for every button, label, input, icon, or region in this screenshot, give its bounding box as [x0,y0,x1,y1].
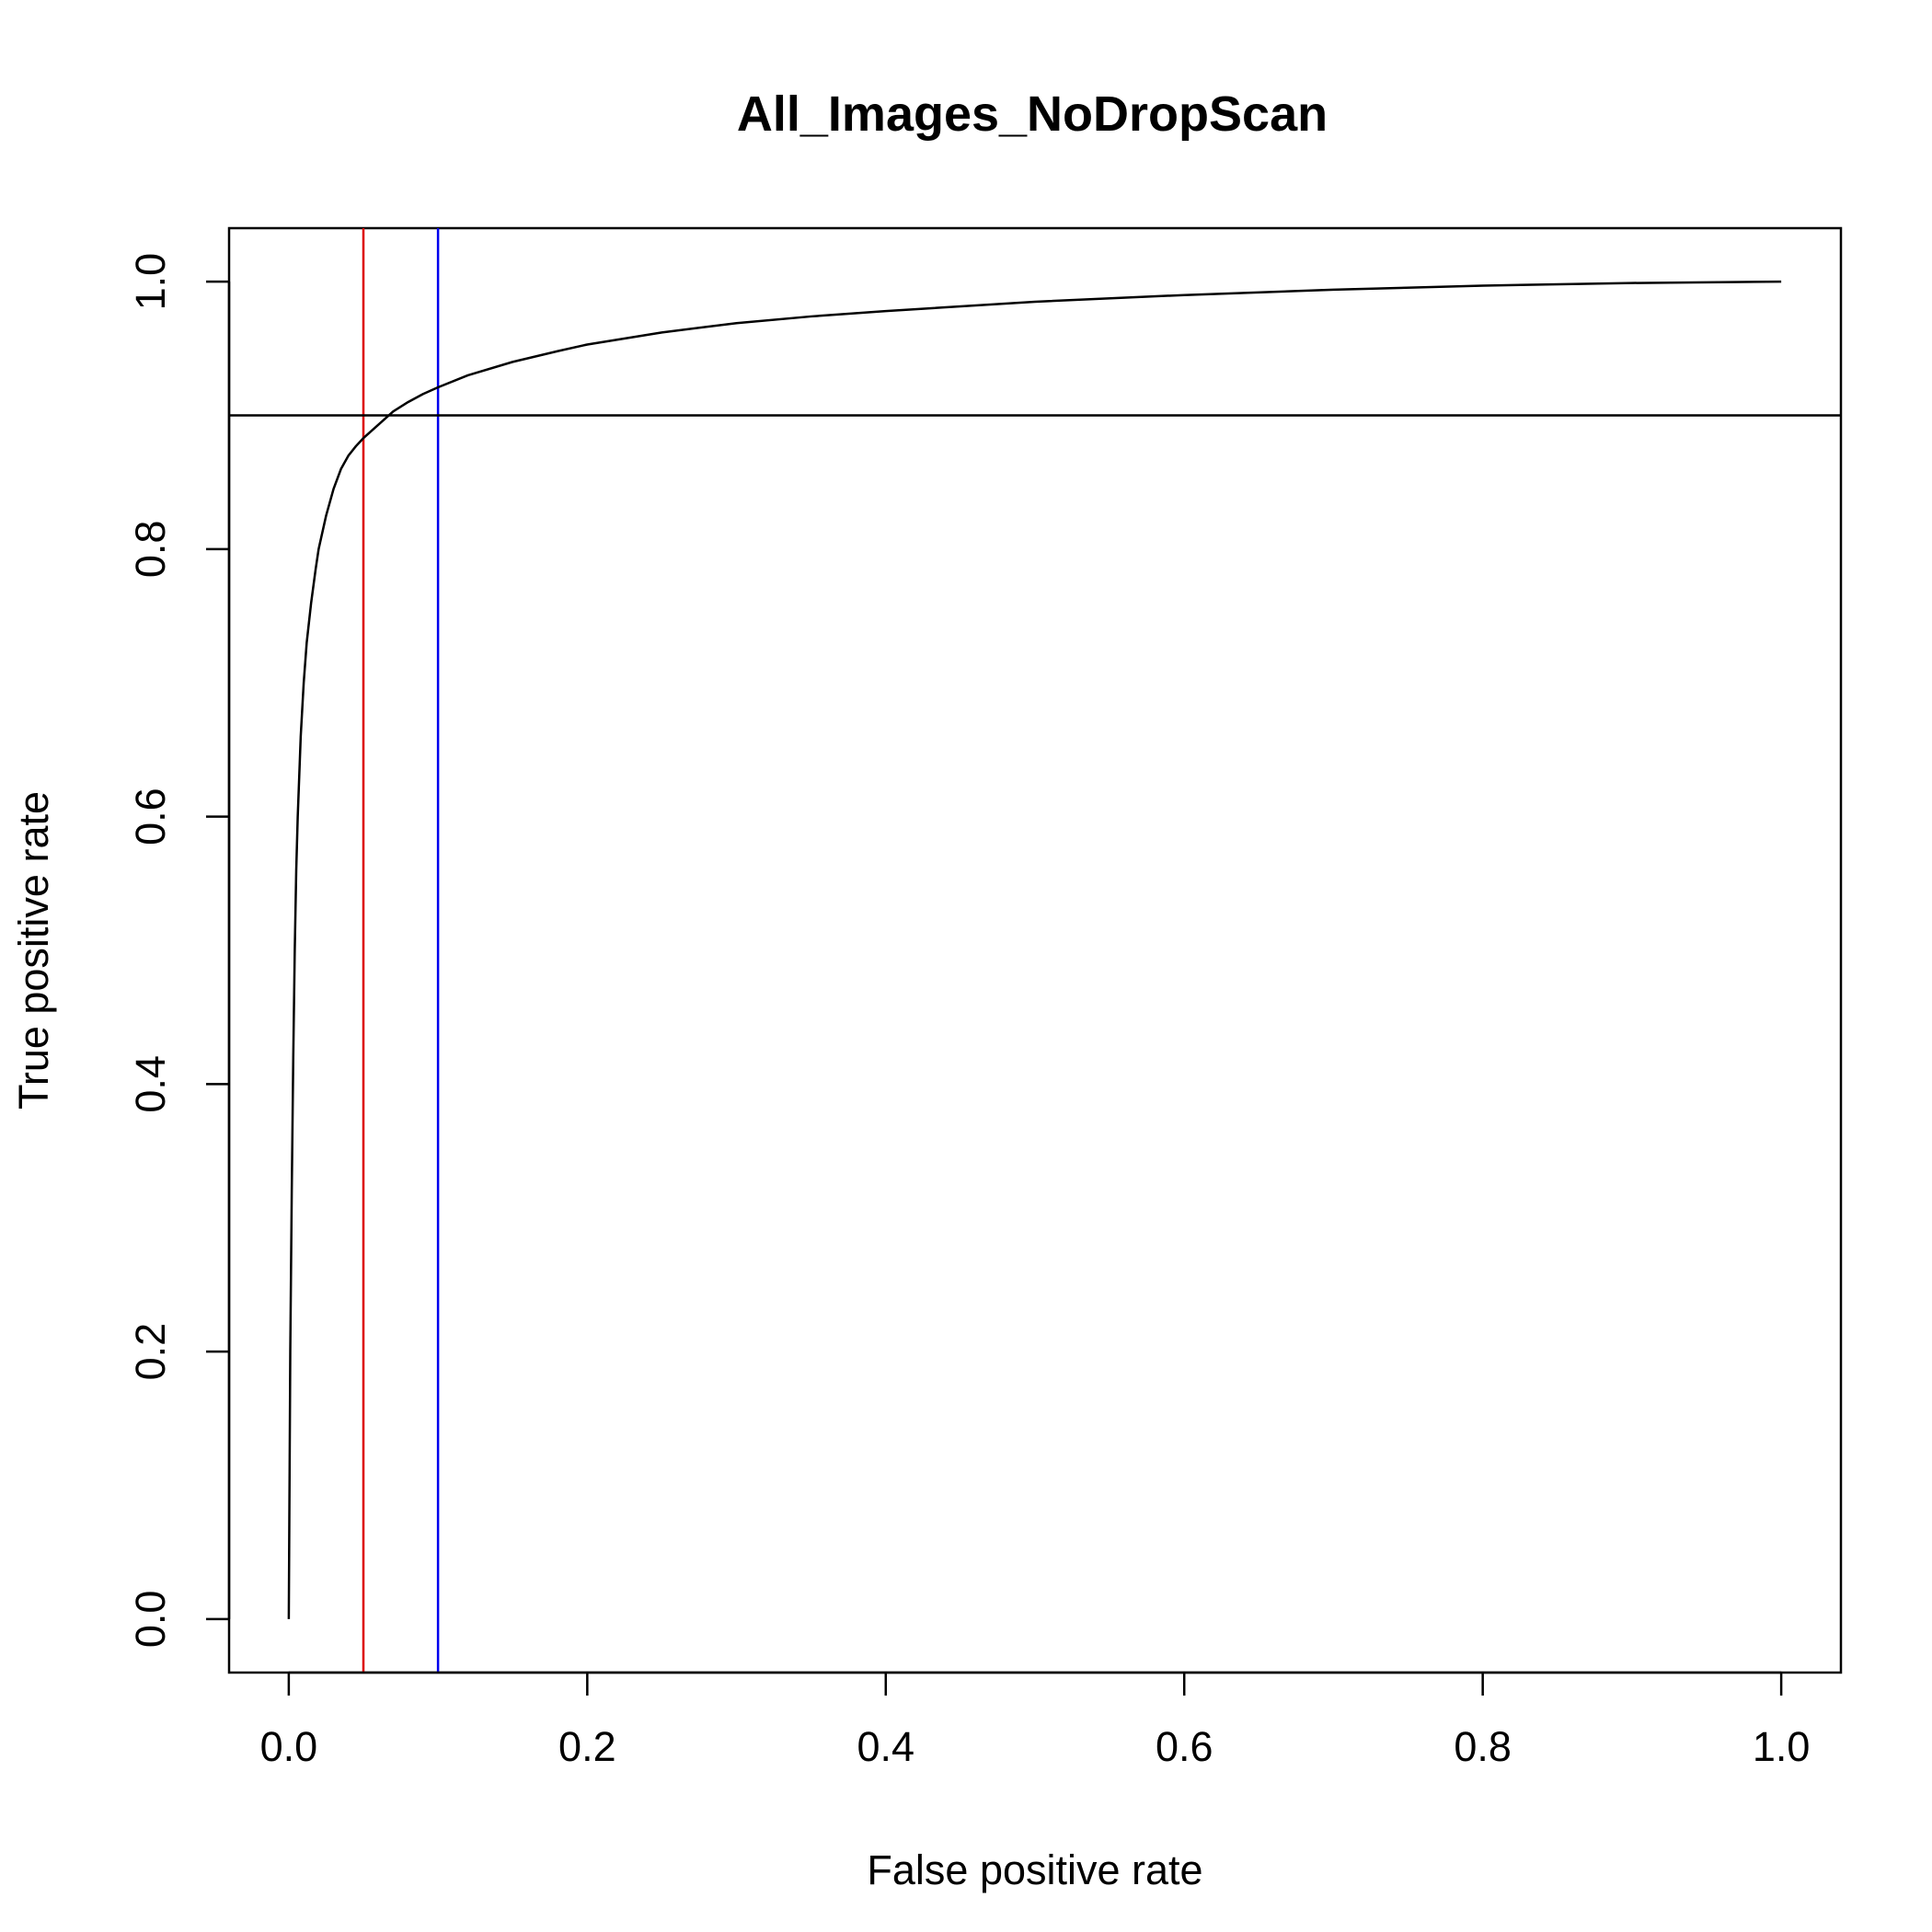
y-tick-label: 0.8 [127,521,174,579]
x-tick-label: 0.4 [857,1723,914,1770]
series-group [287,280,1782,1619]
y-tick-label: 0.2 [127,1323,174,1381]
y-tick-label: 0.4 [127,1055,174,1113]
x-axis-label: False positive rate [867,1846,1202,1893]
x-axis: 0.0 0.2 0.4 0.6 0.8 1.0 [260,1671,1811,1770]
x-tick-label: 0.6 [1156,1723,1213,1770]
reference-lines [229,228,1841,1673]
x-tick-label: 0.2 [558,1723,616,1770]
y-axis-label: True positive rate [10,791,57,1110]
y-tick-label: 0.0 [127,1591,174,1649]
chart-title: All_Images_NoDropScan [737,86,1328,142]
x-tick-label: 1.0 [1753,1723,1811,1770]
y-tick-label: 0.6 [127,788,174,845]
roc-curve-line-0 [287,280,1782,1619]
x-tick-label: 0.8 [1454,1723,1512,1770]
x-tick-label: 0.0 [260,1723,318,1770]
y-axis: 0.0 0.2 0.4 0.6 0.8 1.0 [127,253,231,1649]
y-tick-label: 1.0 [127,253,174,311]
